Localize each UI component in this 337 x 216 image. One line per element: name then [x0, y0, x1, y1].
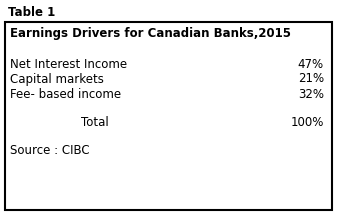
Bar: [5, 22, 332, 210]
Text: Fee- based income: Fee- based income: [10, 87, 121, 100]
Text: 32%: 32%: [298, 87, 324, 100]
Text: Table 1: Table 1: [8, 5, 55, 19]
Text: Capital markets: Capital markets: [10, 73, 104, 86]
Text: 21%: 21%: [298, 73, 324, 86]
Text: Net Interest Income: Net Interest Income: [10, 57, 127, 70]
Text: Earnings Drivers for Canadian Banks,2015: Earnings Drivers for Canadian Banks,2015: [10, 27, 291, 41]
Text: Total: Total: [81, 116, 109, 129]
Text: 100%: 100%: [290, 116, 324, 129]
Text: Source : CIBC: Source : CIBC: [10, 143, 90, 157]
Text: 47%: 47%: [298, 57, 324, 70]
